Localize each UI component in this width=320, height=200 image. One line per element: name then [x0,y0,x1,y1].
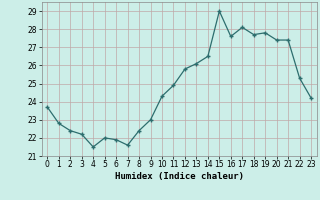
X-axis label: Humidex (Indice chaleur): Humidex (Indice chaleur) [115,172,244,181]
